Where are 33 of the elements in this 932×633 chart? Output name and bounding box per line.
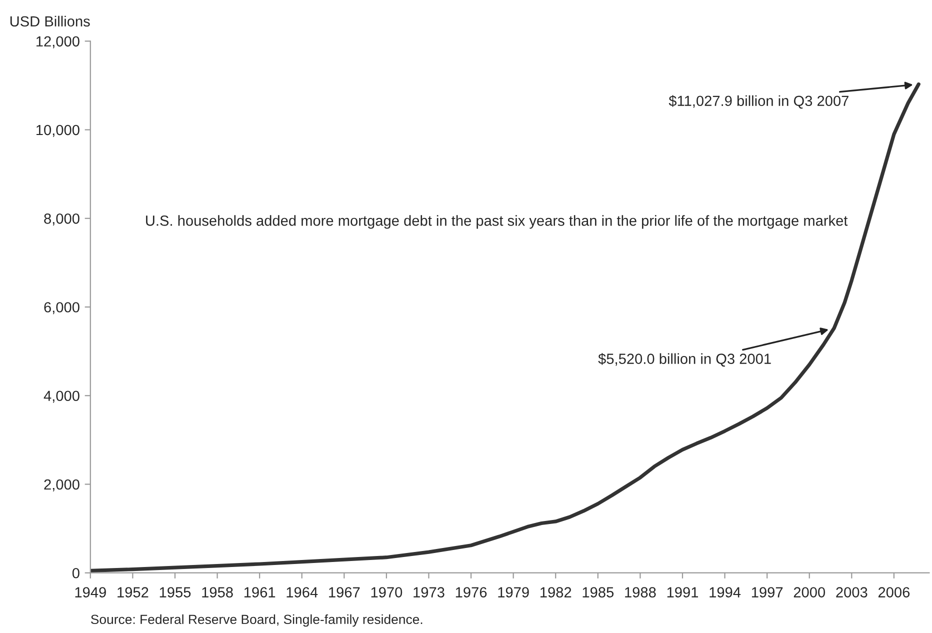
annotation: U.S. households added more mortgage debt in the past six years than in the prior life of the mortgage market <box>146 215 848 229</box>
x-tick-label: 1985 <box>582 587 614 598</box>
x-tick-label: 1952 <box>118 587 148 598</box>
x-tick-label: 1979 <box>498 587 529 598</box>
x-tick-label: 1988 <box>625 587 656 598</box>
x-tick-label: 1967 <box>329 587 360 598</box>
y-tick-label: 8,000 <box>44 213 80 226</box>
x-tick-label: 1976 <box>456 587 487 598</box>
y-tick-label: 4,000 <box>44 390 80 403</box>
source-note: Source: Federal Reserve Board, Single-family residence. <box>91 614 422 627</box>
y-tick-label: 2,000 <box>44 479 80 492</box>
x-tick-label: 1955 <box>160 587 191 598</box>
y-axis-title: USD Billions <box>10 16 90 27</box>
y-tick-label: 6,000 <box>44 302 80 314</box>
line-series <box>90 82 920 572</box>
y-tick-label: 12,000 <box>36 36 80 48</box>
x-tick-label: 1958 <box>202 587 233 598</box>
x-tick-label: 1970 <box>371 587 402 598</box>
annotation: $5,520.0 billion in Q3 2001 <box>598 353 771 367</box>
x-tick-label: 1994 <box>710 587 741 598</box>
y-tick-label: 10,000 <box>36 124 80 137</box>
x-tick-label: 1949 <box>75 587 106 598</box>
x-tick-label: 1973 <box>414 587 444 598</box>
y-tick-label: 0 <box>72 568 80 578</box>
x-tick-label: 1982 <box>540 587 572 598</box>
x-tick-label: 2000 <box>794 587 826 598</box>
x-tick-label: 1961 <box>244 587 276 598</box>
x-tick-label: 1997 <box>752 587 783 598</box>
x-tick-label: 1964 <box>286 587 318 598</box>
x-tick-label: 1991 <box>667 587 698 598</box>
annotation: $11,027.9 billion in Q3 2007 <box>668 95 848 109</box>
x-tick-label: 2006 <box>878 587 910 598</box>
x-tick-label: 2003 <box>836 587 868 598</box>
